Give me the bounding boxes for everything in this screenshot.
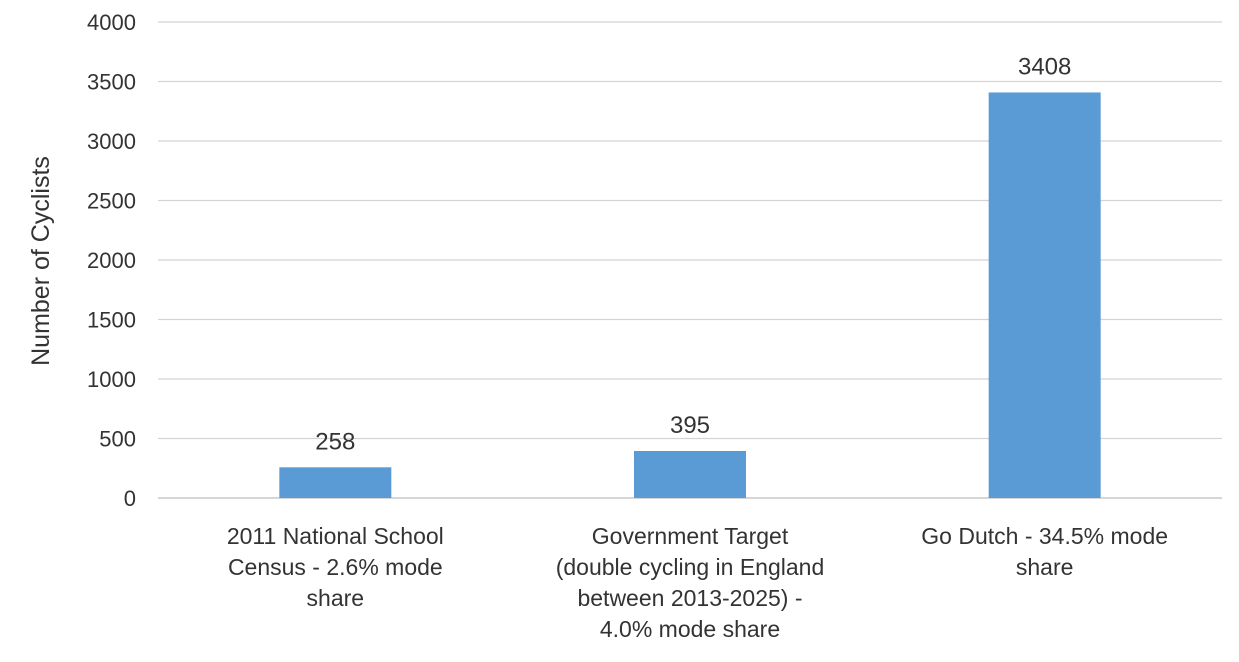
category-label-line: share	[307, 585, 365, 611]
data-label: 3408	[1018, 53, 1071, 80]
data-labels: 258 395 3408	[315, 53, 1071, 455]
y-tick-label: 500	[99, 427, 136, 452]
category-label: 2011 National School Census - 2.6% mode sh…	[227, 523, 444, 611]
y-tick-label: 3500	[87, 70, 136, 95]
category-label: Go Dutch - 34.5% mode share	[921, 523, 1168, 580]
y-tick-label: 3000	[87, 129, 136, 154]
y-axis-ticks: 0 500 1000 1500 2000 2500 3000 3500 4000	[87, 10, 136, 511]
category-label-line: (double cycling in England	[556, 554, 825, 580]
y-tick-label: 4000	[87, 10, 136, 35]
category-label-line: 2011 National School	[227, 523, 444, 549]
y-tick-label: 1500	[87, 308, 136, 333]
y-tick-label: 0	[124, 486, 136, 511]
category-label-line: Go Dutch - 34.5% mode	[921, 523, 1168, 549]
bar	[634, 450, 746, 498]
y-tick-label: 2000	[87, 248, 136, 273]
category-label-line: share	[1016, 554, 1074, 580]
y-tick-label: 2500	[87, 189, 136, 214]
x-axis-categories: 2011 National School Census - 2.6% mode sh…	[227, 523, 1168, 642]
category-label-line: Census - 2.6% mode	[228, 554, 443, 580]
data-label: 258	[315, 428, 355, 455]
gridlines	[158, 21, 1222, 499]
y-axis-label: Number of Cyclists	[27, 156, 55, 366]
category-label-line: 4.0% mode share	[600, 616, 780, 642]
data-label: 395	[670, 412, 710, 439]
category-label-line: between 2013-2025) -	[577, 585, 802, 611]
bar	[988, 92, 1101, 498]
y-tick-label: 1000	[87, 367, 136, 392]
category-label: Government Target (double cycling in Engl…	[556, 523, 825, 642]
category-label-line: Government Target	[592, 523, 789, 549]
bars	[279, 92, 1101, 498]
bar	[279, 467, 392, 498]
